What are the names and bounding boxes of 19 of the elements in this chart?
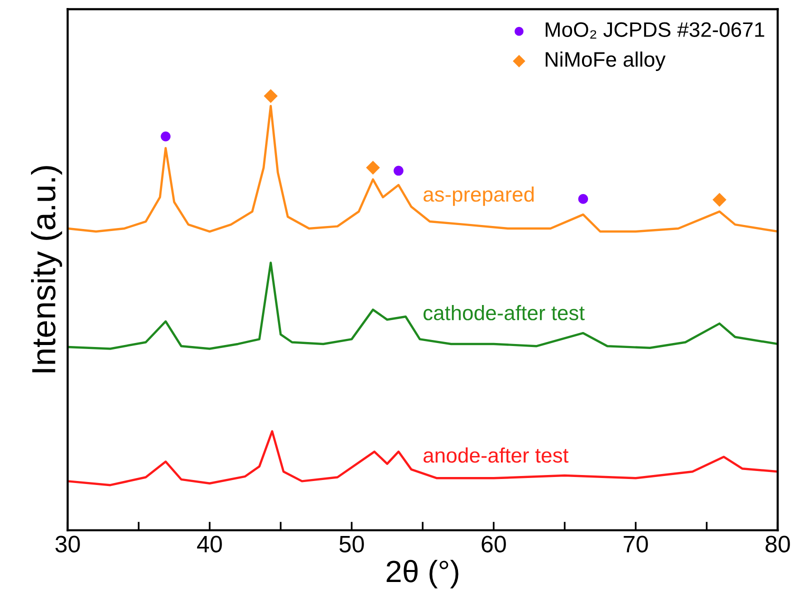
point — [578, 194, 588, 204]
x-tick-label: 50 — [339, 536, 364, 552]
series-label: as-prepared — [424, 186, 534, 206]
series-label: anode-after test — [424, 447, 568, 463]
x-tick-label: 70 — [624, 536, 648, 552]
point — [712, 192, 726, 207]
x-axis-title: 2θ (°) — [386, 560, 458, 588]
legend-label: MoO₂ JCPDS #32-0671 — [546, 22, 764, 39]
x-tick-label: 40 — [197, 536, 222, 552]
point — [160, 132, 171, 142]
point — [366, 160, 380, 175]
point — [394, 166, 404, 176]
point — [264, 89, 278, 103]
y-axis-title: Intensity (a.u.) — [31, 166, 62, 372]
legend-label: NiMoFe alloy — [546, 52, 666, 71]
x-tick-label: 60 — [482, 536, 506, 552]
x-tick-label: 80 — [766, 536, 790, 552]
x-tick-label: 30 — [55, 536, 80, 552]
series-label: cathode-after test — [424, 305, 585, 320]
